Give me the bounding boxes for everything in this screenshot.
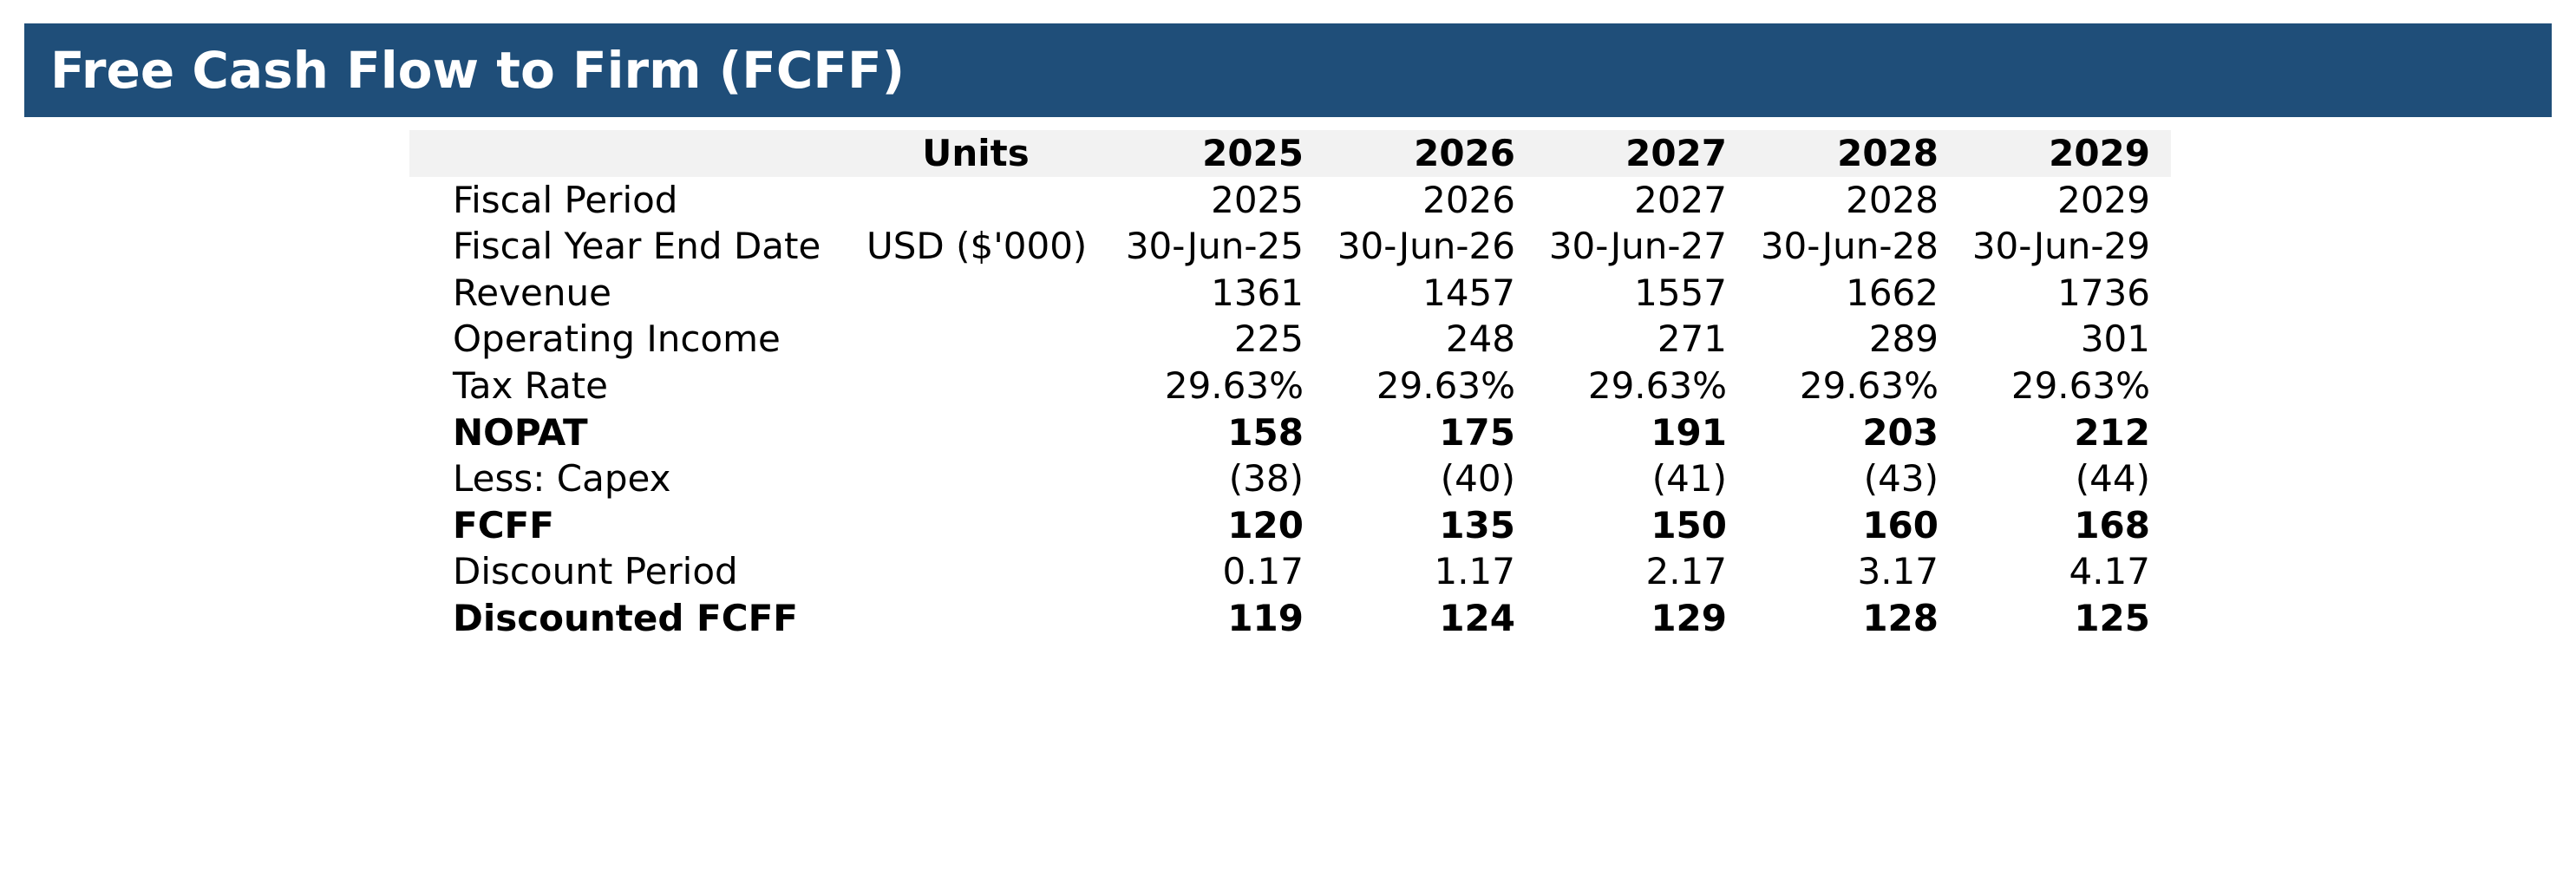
fcff-table: Units 2025 2026 2027 2028 2029 Fiscal Pe… [409, 130, 2171, 642]
row-units [866, 363, 1113, 409]
row-value: 30-Jun-27 [1548, 225, 1727, 268]
row-value: 2029 [2057, 178, 2150, 221]
header-units: Units [922, 132, 1030, 174]
row-value: 168 [2074, 503, 2150, 546]
row-value: 30-Jun-28 [1760, 225, 1939, 268]
row-value: 1361 [1211, 271, 1304, 314]
row-label: Revenue [453, 271, 611, 314]
page-title: Free Cash Flow to Firm (FCFF) [50, 41, 906, 100]
row-label: Less: Capex [453, 457, 671, 501]
row-value: 150 [1651, 503, 1727, 546]
header-year: 2025 [1202, 132, 1304, 174]
table-row: Operating Income 225 248 271 289 301 [409, 316, 2171, 363]
row-label: FCFF [453, 503, 554, 546]
row-value: 2028 [1846, 178, 1939, 221]
title-banner: Free Cash Flow to Firm (FCFF) [24, 23, 2552, 117]
row-value: 301 [2080, 317, 2150, 361]
row-value: 158 [1227, 410, 1304, 454]
row-value: 128 [1862, 596, 1939, 639]
table-row: Less: Capex (38) (40) (41) (43) (44) [409, 455, 2171, 502]
table-row: NOPAT 158 175 191 203 212 [409, 409, 2171, 456]
row-value: 203 [1862, 410, 1939, 454]
row-value: 0.17 [1222, 550, 1304, 593]
row-units [866, 177, 1113, 224]
header-label-cell [409, 130, 866, 177]
row-value: 1662 [1846, 271, 1939, 314]
row-value: 124 [1439, 596, 1515, 639]
row-value: 120 [1227, 503, 1304, 546]
row-units [866, 409, 1113, 456]
header-year: 2028 [1837, 132, 1939, 174]
table-row: Discount Period 0.17 1.17 2.17 3.17 4.17 [409, 548, 2171, 595]
row-value: (41) [1651, 457, 1727, 501]
row-units [866, 270, 1113, 317]
row-value: (38) [1228, 457, 1304, 501]
row-value: 129 [1651, 596, 1727, 639]
row-value: 119 [1227, 596, 1304, 639]
row-label: Fiscal Year End Date [453, 225, 821, 268]
row-value: 175 [1439, 410, 1515, 454]
row-units [866, 455, 1113, 502]
row-value: 1736 [2057, 271, 2150, 314]
row-value: 160 [1862, 503, 1939, 546]
row-value: 135 [1439, 503, 1515, 546]
row-value: 30-Jun-25 [1125, 225, 1304, 268]
row-value: 212 [2074, 410, 2150, 454]
row-label: Operating Income [453, 317, 781, 361]
row-label: NOPAT [453, 410, 588, 454]
row-value: 4.17 [2069, 550, 2150, 593]
row-value: 2025 [1211, 178, 1304, 221]
row-value: 30-Jun-26 [1337, 225, 1515, 268]
row-value: (44) [2075, 457, 2150, 501]
row-value: 30-Jun-29 [1971, 225, 2150, 268]
row-value: 29.63% [1164, 363, 1304, 407]
table-row: Fiscal Period 2025 2026 2027 2028 2029 [409, 177, 2171, 224]
table-row: FCFF 120 135 150 160 168 [409, 502, 2171, 549]
row-label: Discount Period [453, 550, 738, 593]
row-value: (43) [1863, 457, 1939, 501]
row-label: Tax Rate [453, 363, 608, 407]
row-label: Fiscal Period [453, 178, 678, 221]
table-row: Discounted FCFF 119 124 129 128 125 [409, 595, 2171, 642]
row-value: 29.63% [1799, 363, 1939, 407]
row-value: 2.17 [1645, 550, 1727, 593]
row-value: 289 [1868, 317, 1939, 361]
row-label: Discounted FCFF [453, 596, 798, 639]
table-body: Fiscal Period 2025 2026 2027 2028 2029 Fiscal … [409, 177, 2171, 642]
row-value: 3.17 [1857, 550, 1939, 593]
row-value: 29.63% [1587, 363, 1727, 407]
row-value: 225 [1233, 317, 1304, 361]
header-year: 2026 [1414, 132, 1515, 174]
row-value: 248 [1445, 317, 1515, 361]
table-row: Revenue 1361 1457 1557 1662 1736 [409, 270, 2171, 317]
row-units [866, 502, 1113, 549]
row-units [866, 316, 1113, 363]
row-value: 29.63% [2010, 363, 2150, 407]
table-row: Tax Rate 29.63% 29.63% 29.63% 29.63% 29.63% [409, 363, 2171, 409]
row-value: 2027 [1634, 178, 1727, 221]
row-value: 125 [2074, 596, 2150, 639]
header-year: 2029 [2049, 132, 2150, 174]
row-value: 2026 [1422, 178, 1515, 221]
row-value: 191 [1651, 410, 1727, 454]
table-row: Fiscal Year End Date USD ($'000) 30-Jun-25… [409, 223, 2171, 270]
table-header-row: Units 2025 2026 2027 2028 2029 [409, 130, 2171, 177]
row-value: 29.63% [1376, 363, 1515, 407]
row-value: 271 [1657, 317, 1727, 361]
row-value: 1557 [1634, 271, 1727, 314]
row-value: (40) [1440, 457, 1515, 501]
row-units: USD ($'000) [866, 225, 1088, 268]
row-units [866, 548, 1113, 595]
row-units [866, 595, 1113, 642]
header-year: 2027 [1625, 132, 1727, 174]
row-value: 1457 [1422, 271, 1515, 314]
row-value: 1.17 [1434, 550, 1515, 593]
